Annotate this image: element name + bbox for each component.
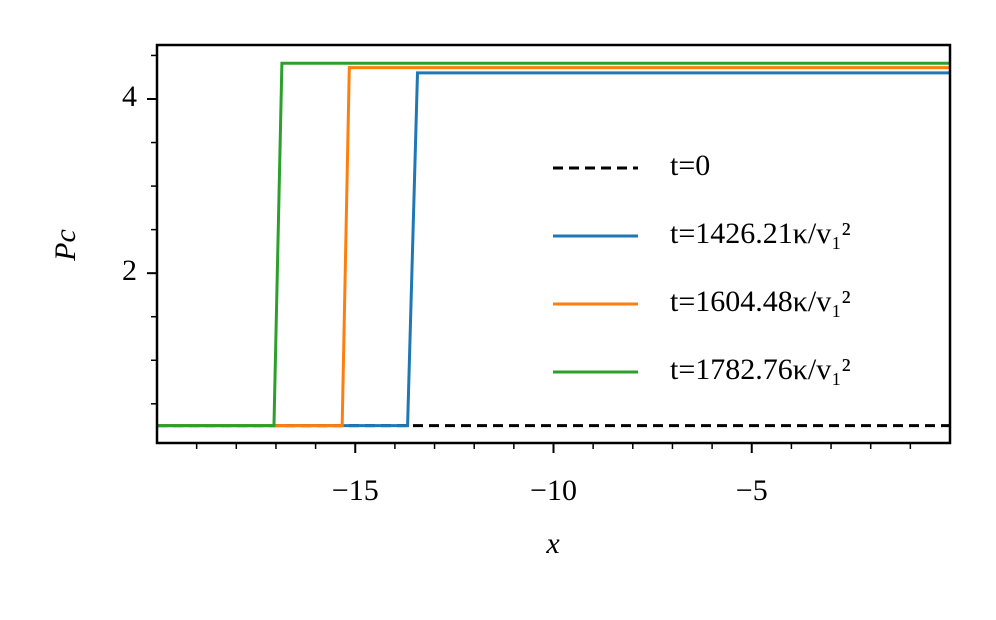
legend-label: t=0 [670,149,710,182]
y-tick-label: 2 [122,254,137,287]
x-tick-label: −15 [332,474,379,507]
data-line [157,61,950,428]
legend-label: t=1426.21κ/v₁² [670,217,851,250]
x-tick-label: −5 [736,474,768,507]
x-tick-label: −10 [530,474,577,507]
y-tick-label: 4 [122,80,137,113]
y-axis-label: Pc [49,229,82,262]
legend-label: t=1782.76κ/v₁² [670,353,851,386]
legend-label: t=1604.48κ/v₁² [670,285,851,318]
x-axis-label: x [545,527,560,560]
